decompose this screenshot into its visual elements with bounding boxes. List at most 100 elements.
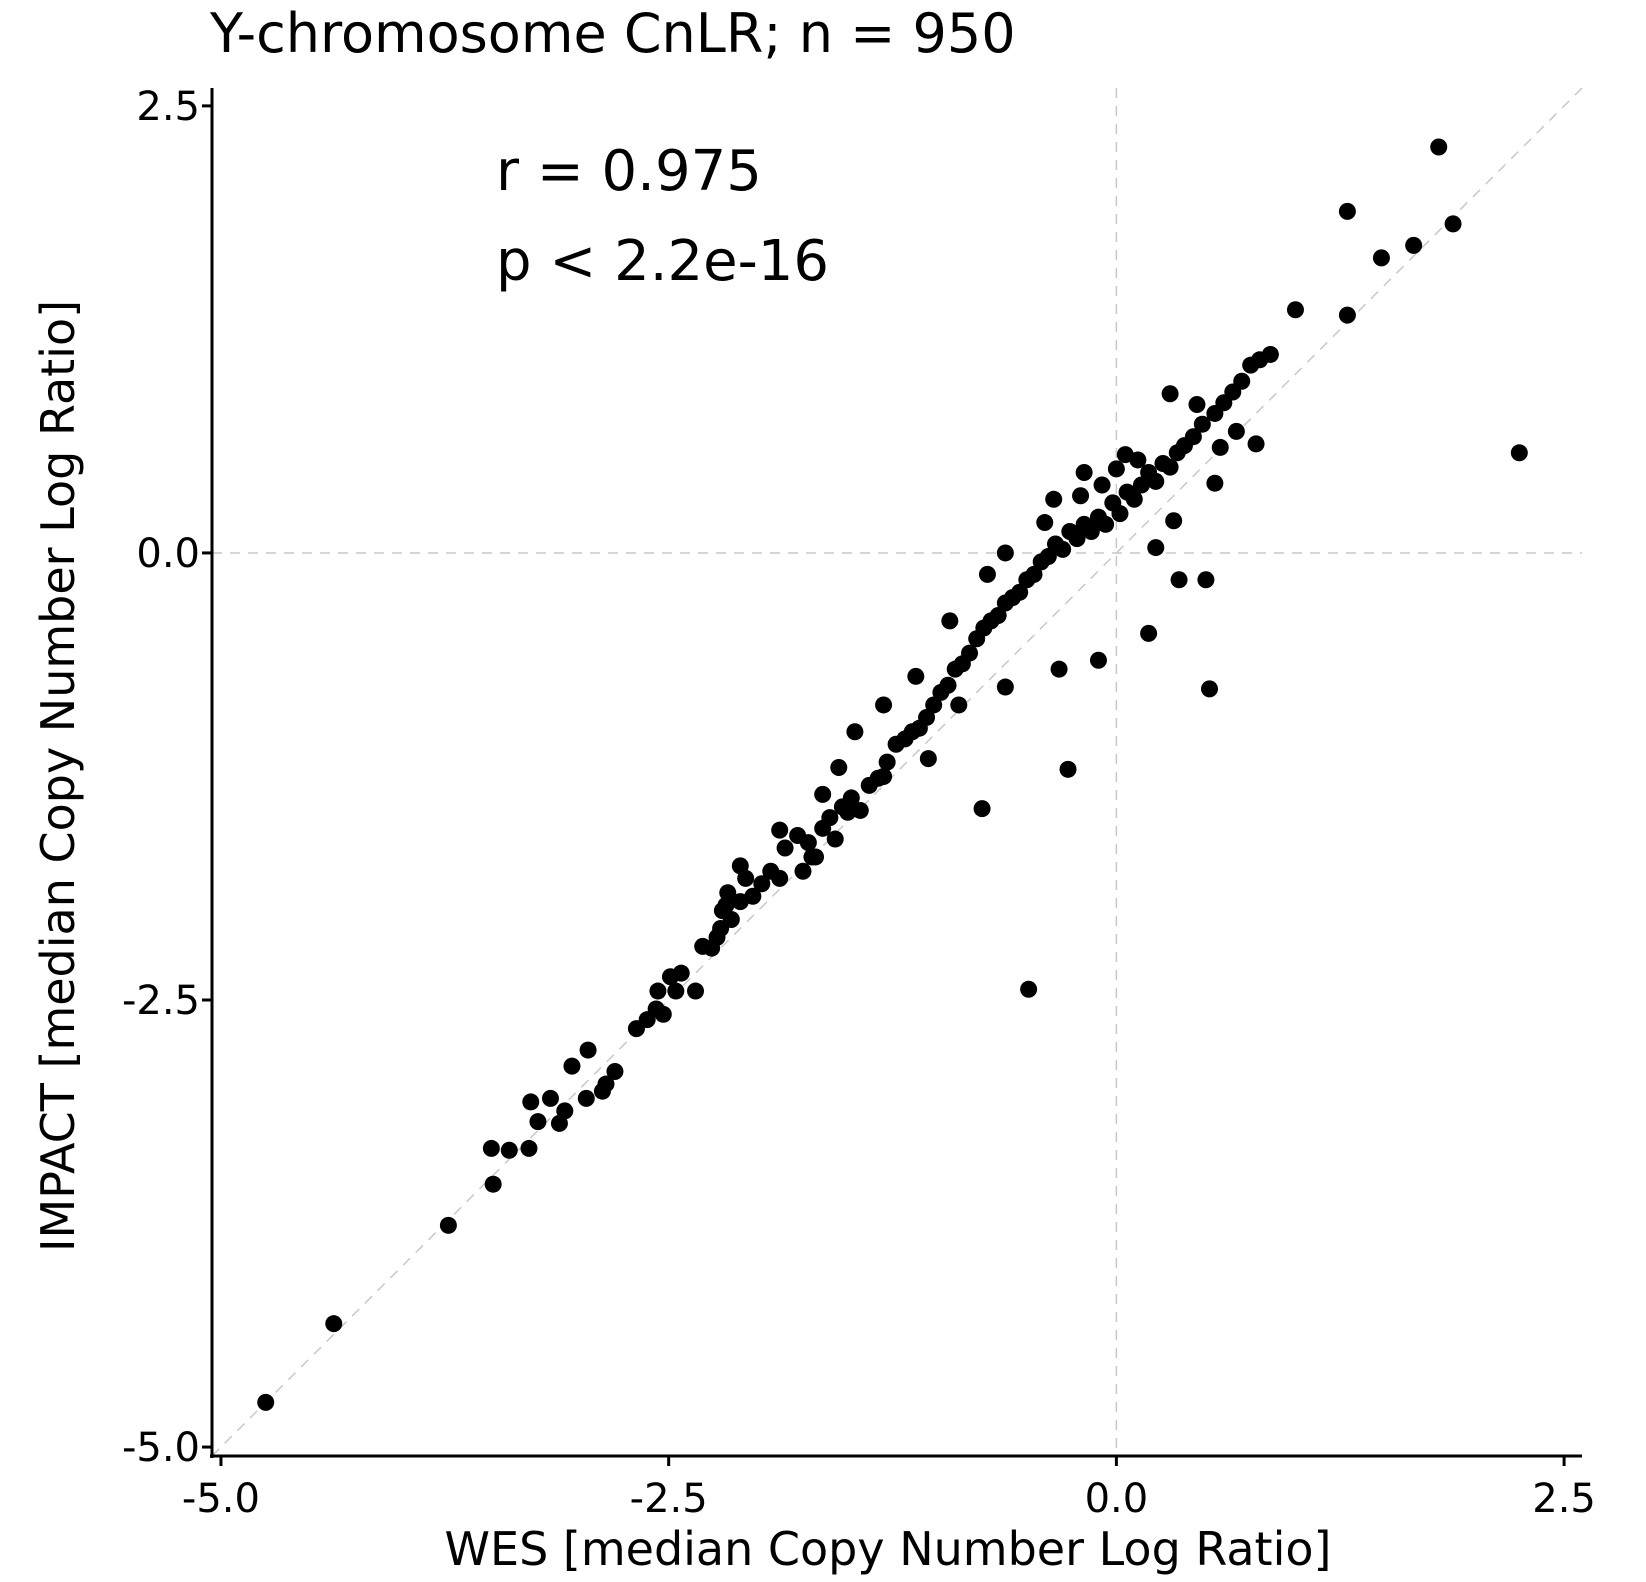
data-point bbox=[1089, 651, 1107, 669]
data-point bbox=[839, 803, 857, 821]
data-point bbox=[722, 911, 740, 929]
data-point bbox=[851, 801, 869, 819]
data-point bbox=[1111, 505, 1129, 523]
data-point bbox=[731, 857, 749, 875]
data-point bbox=[579, 1041, 597, 1059]
data-point bbox=[1206, 474, 1224, 492]
x-tick-label: -5.0 bbox=[182, 1476, 260, 1522]
data-point bbox=[989, 607, 1007, 625]
data-point bbox=[1247, 435, 1265, 453]
data-point bbox=[1165, 512, 1183, 530]
data-point bbox=[1129, 451, 1147, 469]
data-point bbox=[649, 982, 667, 1000]
data-point bbox=[978, 565, 996, 583]
data-point bbox=[961, 644, 979, 662]
data-point bbox=[1132, 476, 1150, 494]
data-point bbox=[1188, 396, 1206, 414]
data-point bbox=[1184, 428, 1202, 446]
data-point bbox=[1170, 571, 1188, 589]
data-point bbox=[919, 750, 937, 768]
data-point bbox=[439, 1216, 457, 1234]
data-point bbox=[597, 1075, 615, 1093]
data-point bbox=[1233, 372, 1251, 390]
data-point bbox=[799, 834, 817, 852]
data-point bbox=[325, 1315, 343, 1333]
data-point bbox=[830, 759, 848, 777]
data-point bbox=[667, 982, 685, 1000]
y-tick-label: -5.0 bbox=[122, 1425, 200, 1471]
identity-diagonal-line bbox=[211, 87, 1583, 1457]
data-point bbox=[1227, 422, 1245, 440]
x-tick-label: 2.5 bbox=[1532, 1476, 1596, 1522]
data-point bbox=[1338, 202, 1356, 220]
data-point bbox=[878, 753, 896, 771]
x-axis-ticks: -5.0 -2.5 0.0 2.5 bbox=[182, 1456, 1596, 1522]
x-axis-title: WES [median Copy Number Log Ratio] bbox=[445, 1522, 1332, 1576]
data-point bbox=[744, 887, 762, 905]
data-point bbox=[484, 1175, 502, 1193]
data-point bbox=[1147, 539, 1165, 557]
data-point bbox=[1261, 345, 1279, 363]
data-point bbox=[1059, 760, 1077, 778]
correlation-annotation: r = 0.975 bbox=[496, 139, 762, 204]
data-point bbox=[941, 612, 959, 630]
data-point bbox=[1430, 138, 1448, 156]
x-tick-label: -2.5 bbox=[630, 1476, 708, 1522]
data-point bbox=[939, 676, 957, 694]
p-value-annotation: p < 2.2e-16 bbox=[496, 229, 829, 294]
data-point bbox=[1140, 624, 1158, 642]
data-point bbox=[1011, 583, 1029, 601]
data-point bbox=[1025, 565, 1043, 583]
data-point bbox=[522, 1093, 540, 1111]
data-point bbox=[794, 862, 812, 880]
x-tick-label: 0.0 bbox=[1085, 1476, 1149, 1522]
data-point bbox=[1193, 415, 1211, 433]
data-point bbox=[875, 696, 893, 714]
data-point bbox=[1036, 514, 1054, 532]
data-point bbox=[1054, 540, 1072, 558]
data-point bbox=[687, 982, 705, 1000]
data-point bbox=[654, 1005, 672, 1023]
y-tick-label: 2.5 bbox=[136, 84, 200, 130]
y-axis-title: IMPACT [median Copy Number Log Ratio] bbox=[31, 300, 85, 1252]
data-point bbox=[1147, 472, 1165, 490]
data-point bbox=[1444, 215, 1462, 233]
data-point bbox=[719, 884, 737, 902]
data-point bbox=[672, 964, 690, 982]
y-tick-label: 0.0 bbox=[136, 531, 200, 577]
data-point bbox=[1072, 487, 1090, 505]
data-point bbox=[257, 1393, 275, 1411]
data-point bbox=[1201, 680, 1219, 698]
data-point bbox=[1372, 249, 1390, 267]
data-point bbox=[771, 821, 789, 839]
data-point bbox=[821, 809, 839, 827]
data-point bbox=[577, 1089, 595, 1107]
data-point bbox=[1107, 460, 1125, 478]
data-point bbox=[556, 1102, 574, 1120]
data-point bbox=[482, 1139, 500, 1157]
data-point bbox=[1405, 236, 1423, 254]
data-point bbox=[776, 839, 794, 857]
data-point bbox=[1020, 980, 1038, 998]
y-axis-ticks: -5.0 -2.5 0.0 2.5 bbox=[122, 84, 212, 1471]
data-point bbox=[520, 1139, 538, 1157]
data-point bbox=[529, 1113, 547, 1131]
reference-lines bbox=[211, 87, 1583, 1457]
data-point bbox=[1161, 458, 1179, 476]
data-point bbox=[500, 1141, 518, 1159]
data-point bbox=[771, 869, 789, 887]
data-point bbox=[973, 800, 991, 818]
data-point bbox=[1045, 490, 1063, 508]
data-points bbox=[257, 138, 1528, 1411]
data-point bbox=[1082, 522, 1100, 540]
data-point bbox=[1510, 444, 1528, 462]
data-point bbox=[950, 696, 968, 714]
chart-title: Y-chromosome CnLR; n = 950 bbox=[209, 2, 1016, 65]
data-point bbox=[753, 875, 771, 893]
data-point bbox=[541, 1089, 559, 1107]
data-point bbox=[1075, 463, 1093, 481]
data-point bbox=[606, 1063, 624, 1081]
data-point bbox=[826, 830, 844, 848]
data-point bbox=[1197, 571, 1215, 589]
data-point bbox=[563, 1057, 581, 1075]
